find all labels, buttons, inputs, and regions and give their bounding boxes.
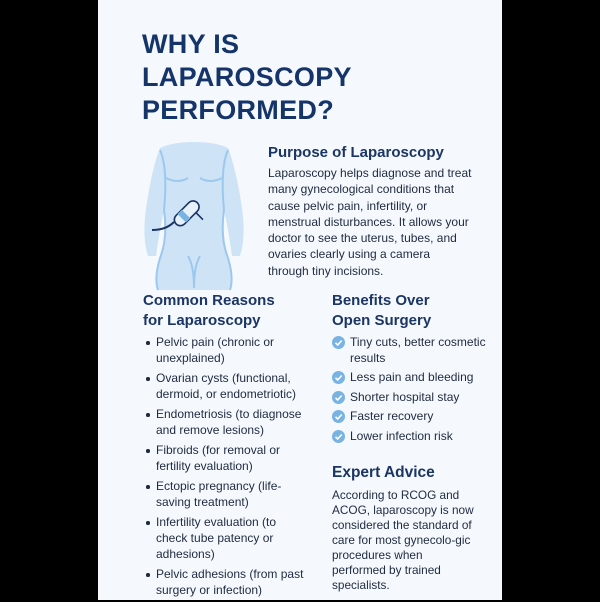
body-illustration [144, 142, 244, 291]
list-item: Ectopic pregnancy (life-saving treatment… [144, 478, 309, 510]
check-circle-icon [332, 371, 345, 384]
list-item: Pelvic pain (chronic or unexplained) [144, 334, 309, 366]
page-title: WHY IS LAPAROSCOPY PERFORMED? [142, 28, 352, 127]
benefit-text: Faster recovery [350, 409, 434, 423]
check-circle-icon [332, 429, 345, 443]
list-item: Less pain and bleeding [332, 370, 492, 386]
list-item: Endometriosis (to diagnose and remove le… [144, 406, 309, 438]
purpose-heading: Purpose of Laparoscopy [268, 144, 444, 161]
benefit-text: Shorter hospital stay [350, 389, 460, 404]
reasons-heading: Common Reasons for Laparoscopy [143, 292, 275, 329]
list-item: Lower infection risk [332, 429, 492, 445]
benefit-text: Lower infection risk [350, 428, 453, 443]
check-circle-icon [332, 410, 345, 423]
title-line: LAPAROSCOPY [142, 62, 352, 92]
advice-text: According to RCOG and ACOG, laparoscopy … [332, 488, 474, 592]
benefits-heading: Benefits Over Open Surgery [332, 292, 432, 329]
list-item: Faster recovery [332, 409, 492, 425]
advice-heading: Expert Advice [332, 464, 435, 481]
benefit-text: Less pain and bleeding [350, 370, 474, 384]
check-circle-icon [332, 336, 345, 349]
list-item: Shorter hospital stay [332, 390, 492, 406]
reasons-list: Pelvic pain (chronic or unexplained) Ova… [144, 334, 309, 602]
list-item: Ovarian cysts (functional, dermoid, or e… [144, 370, 309, 402]
list-item: Pelvic adhesions (from past surgery or i… [144, 566, 309, 598]
list-item: Tiny cuts, better cosmetic results [332, 335, 492, 366]
infographic-panel: WHY IS LAPAROSCOPY PERFORMED? Purpose of… [98, 0, 502, 600]
title-line: PERFORMED? [142, 95, 334, 125]
benefits-list: Tiny cuts, better cosmetic results Less … [332, 335, 492, 448]
list-item: Fibroids (for removal or fertility evalu… [144, 442, 309, 474]
check-circle-icon [332, 390, 345, 404]
title-line: WHY IS [142, 29, 240, 59]
list-item: Infertility evaluation (to check tube pa… [144, 514, 309, 562]
purpose-text: Laparoscopy helps diagnose and treat man… [268, 166, 472, 278]
benefit-text: Tiny cuts, better cosmetic results [350, 335, 486, 365]
